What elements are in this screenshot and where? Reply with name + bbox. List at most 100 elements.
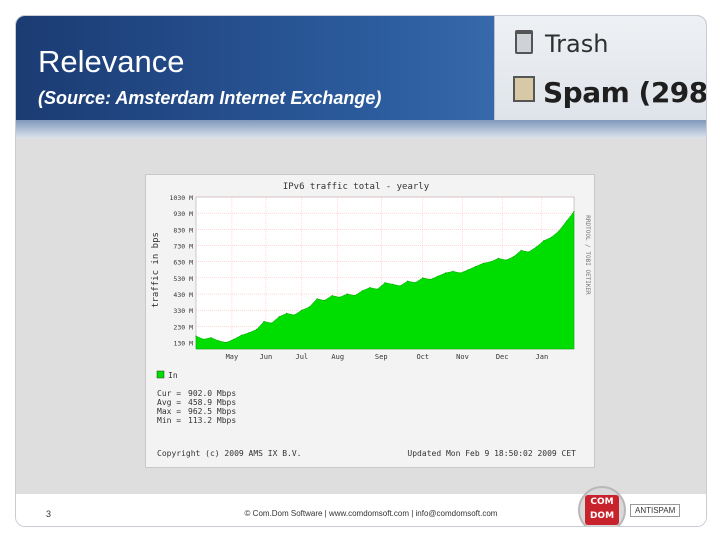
data-point [475, 265, 477, 268]
data-point [248, 332, 250, 334]
data-point [263, 320, 265, 323]
y-tick-label: 930 M [173, 210, 193, 218]
y-tick-labels: 1030 M 930 M 830 M 730 M 630 M 530 M 430 M 330 … [170, 194, 194, 348]
data-point [376, 288, 378, 290]
data-point [339, 296, 341, 298]
data-point [278, 316, 280, 318]
chart-title: IPv6 traffic total - yearly [283, 182, 430, 192]
data-point [482, 262, 484, 264]
data-point [490, 261, 492, 263]
trash-folder-label: Trash [545, 30, 609, 58]
slide-header: Relevance (Source: Amsterdam Internet Ex… [16, 16, 706, 120]
x-tick-label: Jan [536, 353, 549, 361]
x-tick-label: Jul [296, 353, 309, 361]
data-point [392, 283, 394, 285]
data-point [467, 269, 469, 271]
stat-value: 113.2 Mbps [188, 416, 236, 425]
x-tick-label: Nov [456, 353, 469, 361]
stat-label: Min = [157, 416, 181, 425]
antispam-tag: ANTISPAM [630, 504, 681, 517]
page-number: 3 [46, 509, 52, 519]
y-tick-label: 830 M [173, 226, 193, 234]
data-point [203, 338, 205, 340]
header-gradient-band [16, 120, 706, 138]
y-tick-label: 430 M [173, 291, 193, 299]
data-point [437, 275, 439, 277]
y-tick-label: 630 M [173, 259, 193, 267]
data-point [414, 282, 416, 284]
x-tick-label: Aug [331, 353, 344, 361]
data-point [240, 334, 242, 336]
data-point [218, 340, 220, 342]
slide: Relevance (Source: Amsterdam Internet Ex… [15, 15, 707, 527]
data-point [452, 270, 454, 272]
data-point [384, 282, 386, 284]
x-tick-label: Dec [496, 353, 509, 361]
data-point [399, 285, 401, 287]
y-axis-label: traffic in bps [151, 232, 161, 308]
data-point [528, 251, 530, 253]
data-point [550, 236, 552, 238]
legend-label-in: In [168, 371, 178, 380]
y-tick-label: 230 M [173, 323, 193, 331]
data-point [301, 309, 303, 311]
slide-footer: 3 © Com.Dom Software | www.comdomsoft.co… [16, 486, 706, 526]
trash-icon [515, 30, 533, 54]
data-point [444, 272, 447, 274]
data-point [497, 257, 499, 259]
data-point [354, 295, 356, 297]
stat-value: 902.0 Mbps [188, 389, 236, 398]
content-area: IPv6 traffic total - yearly traffic in b… [16, 138, 706, 494]
y-tick-label: 1030 M [170, 194, 194, 202]
graph-copyright: Copyright (c) 2009 AMS IX B.V. [157, 449, 302, 458]
y-tick-label: 330 M [173, 307, 193, 315]
x-tick-label: May [226, 353, 239, 361]
traffic-area [195, 210, 575, 350]
data-point [331, 295, 333, 297]
x-tick-label: Sep [375, 353, 388, 361]
data-point [573, 211, 575, 213]
data-point [225, 341, 227, 344]
data-point [512, 256, 515, 258]
data-point [195, 335, 197, 337]
stat-label: Max = [157, 407, 181, 416]
spam-folder-label: Spam (29806) [543, 76, 707, 109]
x-tick-label: Jun [260, 353, 273, 361]
data-point [286, 312, 288, 314]
data-point [308, 306, 310, 308]
traffic-chart: IPv6 traffic total - yearly traffic in b… [151, 182, 591, 458]
slide-subtitle: (Source: Amsterdam Internet Exchange) [38, 88, 382, 108]
data-point [407, 280, 409, 282]
spam-folder-icon [513, 76, 535, 102]
x-tick-label: Oct [416, 353, 429, 361]
y-tick-label: 530 M [173, 275, 193, 283]
data-point [565, 220, 567, 222]
data-point [558, 230, 560, 232]
data-point [535, 246, 537, 248]
stat-label: Avg = [157, 398, 181, 407]
data-point [271, 322, 273, 324]
legend-swatch-in [156, 370, 165, 379]
graph-updated: Updated Mon Feb 9 18:50:02 2009 CET [407, 449, 576, 458]
data-point [505, 259, 507, 261]
slide-title: Relevance [38, 44, 185, 79]
data-point [520, 249, 522, 251]
rrdtool-side-label: RRDTOOL / TOBI OETIKER [584, 215, 591, 295]
stat-value: 458.9 Mbps [188, 398, 236, 407]
comdom-logo: COM DOM [578, 486, 626, 526]
stats-block: Cur = 902.0 Mbps Avg = 458.9 Mbps Max = 962.5… [157, 389, 236, 425]
logo-text: COM DOM [585, 495, 619, 525]
traffic-graph-panel: IPv6 traffic total - yearly traffic in b… [145, 174, 595, 468]
data-point [316, 298, 318, 300]
data-point [255, 329, 258, 331]
y-tick-label: 730 M [173, 243, 193, 251]
data-point [323, 299, 326, 302]
y-tick-label: 130 M [173, 340, 193, 348]
data-point [460, 272, 462, 274]
mail-folder-inset: Trash Spam (29806) [494, 16, 707, 120]
data-point [346, 293, 348, 295]
data-point [293, 314, 295, 316]
data-point [210, 337, 212, 339]
data-point [422, 277, 424, 279]
footer-text: © Com.Dom Software | www.comdomsoft.com … [244, 509, 498, 518]
